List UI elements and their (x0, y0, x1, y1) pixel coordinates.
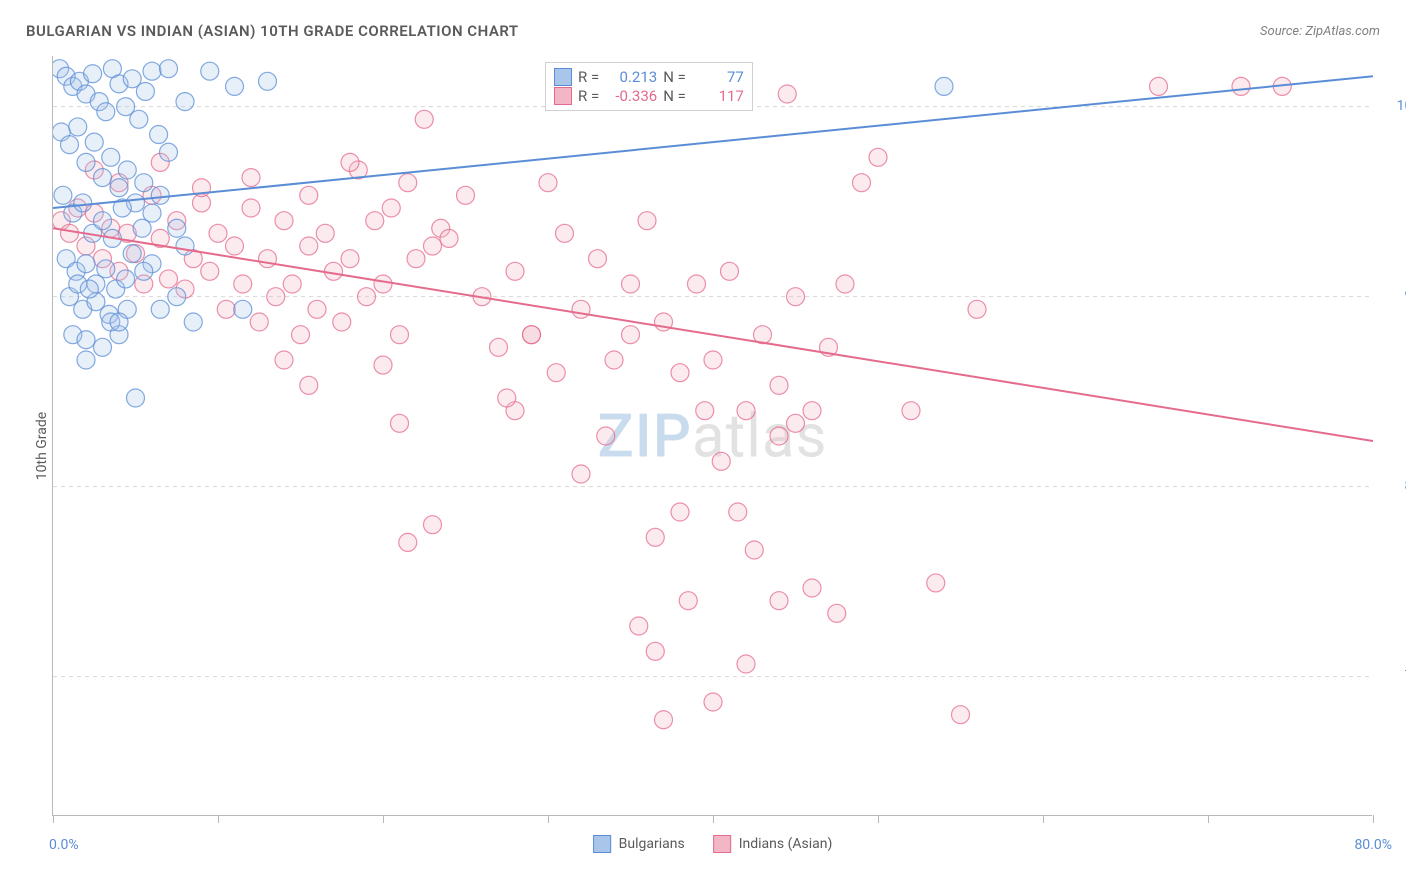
correlation-legend: R = 0.213 N = 77 R = -0.336 N = 117 (545, 62, 753, 111)
legend-item-indians: Indians (Asian) (713, 835, 833, 853)
x-tick (383, 815, 384, 823)
x-tick (1208, 815, 1209, 823)
x-tick (218, 815, 219, 823)
swatch-indians-icon (713, 835, 731, 853)
indians-n-value: 117 (692, 87, 744, 105)
chart-container: ZIPatlas R = 0.213 N = 77 R = -0.336 N =… (52, 56, 1372, 816)
y-tick-label: 100.0% (1397, 98, 1406, 114)
legend-label-indians: Indians (Asian) (739, 836, 833, 852)
bulgarians-r-value: 0.213 (605, 68, 657, 86)
r-label: R = (578, 87, 599, 105)
legend-label-bulgarians: Bulgarians (619, 836, 685, 852)
bottom-legend: Bulgarians Indians (Asian) (593, 835, 833, 853)
x-tick (53, 815, 54, 823)
n-label: N = (663, 87, 686, 105)
scatter-svg (53, 56, 1373, 816)
n-label: N = (663, 68, 686, 86)
x-tick (1373, 815, 1374, 823)
x-tick (713, 815, 714, 823)
swatch-bulgarians-icon (593, 835, 611, 853)
r-label: R = (578, 68, 599, 86)
legend-row-indians: R = -0.336 N = 117 (554, 87, 744, 105)
x-tick (1043, 815, 1044, 823)
swatch-bulgarians (554, 68, 572, 86)
swatch-indians (554, 87, 572, 105)
y-axis-label: 10th Grade (34, 412, 50, 480)
chart-source: Source: ZipAtlas.com (1260, 24, 1380, 39)
x-tick (878, 815, 879, 823)
x-tick (548, 815, 549, 823)
legend-row-bulgarians: R = 0.213 N = 77 (554, 68, 744, 86)
legend-item-bulgarians: Bulgarians (593, 835, 685, 853)
chart-title: BULGARIAN VS INDIAN (ASIAN) 10TH GRADE C… (26, 22, 519, 40)
indians-r-value: -0.336 (605, 87, 657, 105)
plot-area: ZIPatlas R = 0.213 N = 77 R = -0.336 N =… (52, 56, 1372, 816)
x-axis-end-label: 80.0% (1354, 837, 1392, 853)
bulgarians-n-value: 77 (692, 68, 744, 86)
x-axis-start-label: 0.0% (49, 837, 79, 853)
